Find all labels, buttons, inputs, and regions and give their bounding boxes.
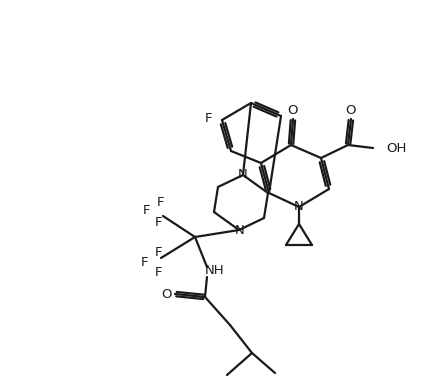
Text: F: F [141, 257, 149, 269]
Text: O: O [162, 288, 172, 300]
Text: N: N [238, 168, 248, 181]
Text: F: F [154, 217, 162, 230]
Text: O: O [288, 103, 298, 117]
Text: NH: NH [205, 264, 225, 278]
Text: F: F [154, 247, 162, 259]
Text: F: F [205, 112, 213, 125]
Text: N: N [294, 200, 304, 213]
Text: F: F [154, 266, 162, 279]
Text: O: O [346, 103, 356, 117]
Text: F: F [142, 205, 150, 217]
Text: N: N [235, 225, 245, 237]
Text: OH: OH [386, 142, 406, 154]
Text: F: F [157, 195, 165, 208]
